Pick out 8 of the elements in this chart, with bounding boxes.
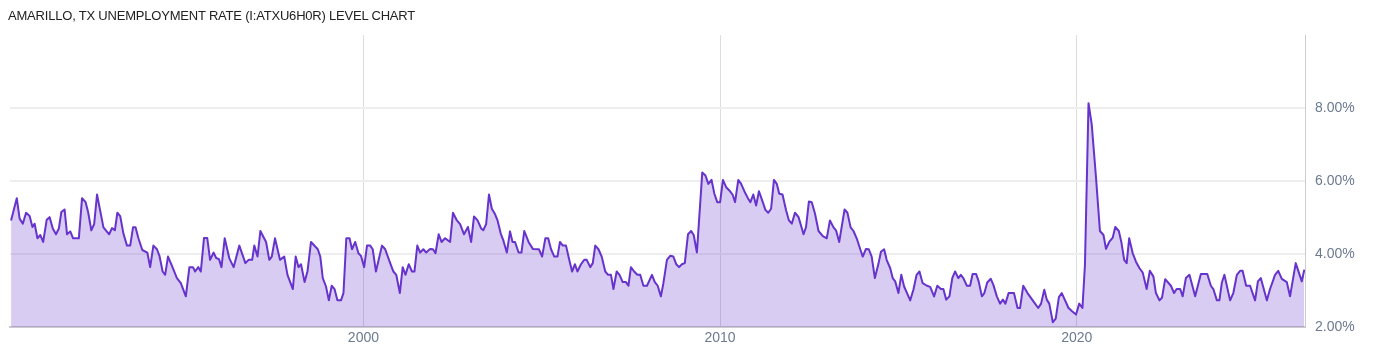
x-tick-label: 2020 [1061, 329, 1093, 346]
y-tick-label: 2.00% [1315, 317, 1355, 334]
y-tick-label: 6.00% [1315, 171, 1355, 188]
chart-title: AMARILLO, TX UNEMPLOYMENT RATE (I:ATXU6H0R) LEVEL CHART [8, 8, 416, 23]
x-tick-label: 2000 [347, 329, 380, 346]
x-tick-label: 2010 [704, 329, 736, 346]
y-tick-label: 4.00% [1315, 244, 1355, 261]
y-tick-label: 8.00% [1315, 98, 1355, 115]
